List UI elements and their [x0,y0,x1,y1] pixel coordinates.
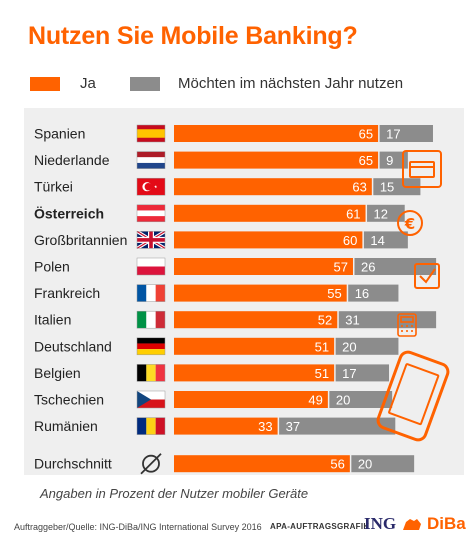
value-label-next-year-türkei: 15 [380,180,394,195]
bar-ja-niederlande [174,151,379,169]
category-label-belgien: Belgien [34,365,81,381]
bar-next-year-großbritannien [363,231,408,249]
bar-ja-frankreich [174,284,347,302]
category-label-großbritannien: Großbritannien [34,232,127,248]
value-label-next-year-tschechien: 20 [336,393,350,408]
chart-title: Nutzen Sie Mobile Banking? [28,22,358,50]
value-label-next-year-italien: 31 [345,313,359,328]
bar-next-year-niederlande [379,151,408,169]
value-label-ja-rumänien: 33 [258,419,272,434]
category-label-rumänien: Rumänien [34,418,98,434]
svg-text:€: € [404,215,415,233]
category-label-türkei: Türkei [34,179,73,195]
checkmark-icon [414,263,440,289]
bar-ja-tschechien [174,391,328,408]
bar-next-year-österreich [367,204,405,222]
category-label-deutschland: Deutschland [34,338,112,354]
value-label-next-year-frankreich: 16 [355,286,369,301]
category-label-polen: Polen [34,259,70,275]
lion-icon [402,519,421,530]
flag-pl [136,257,166,276]
agency-label: APA-AUFTRAGSGRAFIK [270,522,370,531]
value-label-ja-durchschnitt: 56 [330,457,344,472]
credit-card-icon [402,150,442,188]
category-label-italien: Italien [34,312,71,328]
value-label-ja-österreich: 61 [346,206,360,221]
flag-avg [140,453,162,475]
flag-de [136,337,166,356]
value-label-next-year-rumänien: 37 [286,419,300,434]
value-label-next-year-durchschnitt: 20 [358,457,372,472]
euro-coin-icon: € [397,210,423,236]
value-label-ja-belgien: 51 [315,366,329,381]
value-label-next-year-niederlande: 9 [386,153,393,168]
logo-ing-text: ING [364,514,397,533]
flag-gb [136,229,166,250]
legend-label-next-year: Möchten im nächsten Jahr nutzen [178,75,404,92]
flag-it [136,310,166,329]
value-label-next-year-belgien: 17 [342,366,356,381]
smartphone-icon [376,350,450,442]
category-label-frankreich: Frankreich [34,285,100,301]
bar-next-year-rumänien [279,417,396,435]
value-label-ja-großbritannien: 60 [343,233,357,248]
bar-ja-durchschnitt [174,455,350,473]
bar-next-year-tschechien [329,391,393,408]
bar-next-year-türkei [373,178,421,196]
legend-swatch-ja [30,77,60,91]
logo-diba-text: DiBa [427,514,466,533]
bar-ja-türkei [174,178,372,196]
category-label-spanien: Spanien [34,126,85,142]
bar-next-year-belgien [335,364,390,382]
bar-ja-spanien [174,125,379,142]
value-label-ja-frankreich: 55 [327,286,341,301]
category-label-durchschnitt: Durchschnitt [34,456,112,472]
value-label-ja-polen: 57 [334,260,348,275]
category-label-niederlande: Niederlande [34,152,110,168]
chart-footnote: Angaben in Prozent der Nutzer mobiler Ge… [40,486,309,501]
bar-ja-italien [174,311,338,329]
source-text: Auftraggeber/Quelle: ING-DiBa/ING Intern… [14,522,262,532]
bar-ja-rumänien [174,417,278,435]
category-label-tschechien: Tschechien [34,392,104,408]
value-label-ja-italien: 52 [318,313,332,328]
legend-swatch-next-year [130,77,160,91]
flag-cz [136,390,166,409]
bar-next-year-spanien [379,125,433,142]
value-label-next-year-österreich: 12 [374,206,388,221]
flag-nl [136,151,166,169]
value-label-ja-türkei: 63 [352,180,366,195]
flag-fr [136,284,166,302]
bar-ja-belgien [174,364,335,382]
value-label-ja-deutschland: 51 [315,339,329,354]
value-label-next-year-polen: 26 [361,260,375,275]
flag-es [136,124,166,143]
bar-next-year-durchschnitt [351,455,415,473]
bar-ja-großbritannien [174,231,363,249]
flag-be [136,364,166,382]
bar-next-year-italien [338,311,437,329]
flag-at [136,204,166,223]
flag-tr [136,177,166,196]
value-label-next-year-großbritannien: 14 [370,233,384,248]
ing-diba-logo: ING DiBa [364,514,466,534]
bar-ja-polen [174,258,353,275]
calculator-icon [397,313,417,337]
value-label-ja-spanien: 65 [359,127,373,142]
category-label-österreich: Österreich [34,205,104,221]
legend-label-ja: Ja [80,75,96,92]
value-label-next-year-spanien: 17 [386,127,400,142]
value-label-ja-tschechien: 49 [308,393,322,408]
value-label-next-year-deutschland: 20 [342,339,356,354]
flag-ro [136,417,166,435]
bar-next-year-frankreich [348,284,399,302]
bar-ja-deutschland [174,337,335,355]
bar-next-year-deutschland [335,337,399,355]
bar-ja-österreich [174,204,366,222]
value-label-ja-niederlande: 65 [359,153,373,168]
